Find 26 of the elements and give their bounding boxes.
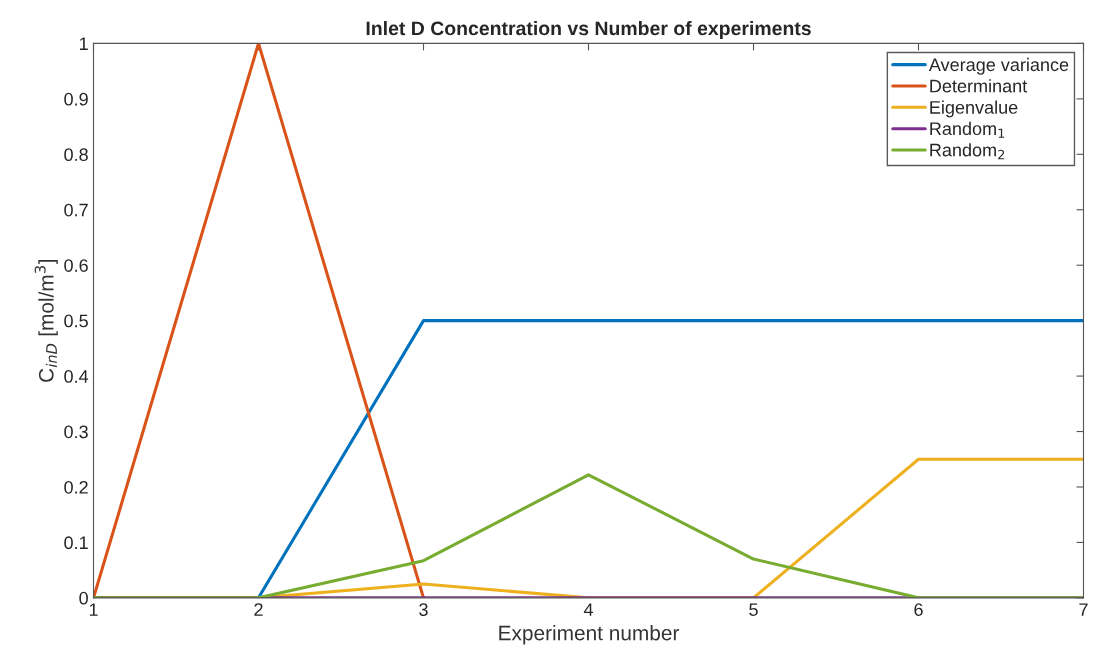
legend-label: Random$_{1}$ <box>930 121 1005 138</box>
legend-label: Eigenvalue <box>930 100 1018 118</box>
x-tick-label: 1 <box>89 603 98 616</box>
y-tick-label: 0.1 <box>64 536 88 550</box>
x-tick-label: 5 <box>749 603 758 616</box>
y-tick-label: 0.2 <box>64 480 88 494</box>
legend-label: Random$_{2}$ <box>930 143 1005 160</box>
y-tick-label: 0 <box>79 591 88 605</box>
legend-label: Average variance <box>928 57 1069 75</box>
x-tick-label: 6 <box>914 603 923 616</box>
x-tick-label: 3 <box>419 603 428 616</box>
y-tick-label: 0.7 <box>64 203 88 217</box>
legend-label: Determinant <box>930 79 1028 93</box>
y-tick-label: 0.3 <box>64 425 88 439</box>
y-tick-label: 0.4 <box>64 370 89 383</box>
x-axis-title: Experiment number <box>499 625 680 645</box>
y-tick-label: 1 <box>79 37 88 50</box>
x-tick-label: 4 <box>583 603 593 616</box>
x-tick-label: 2 <box>254 603 263 616</box>
chart-title: Inlet D Concentration vs Number of experiments <box>366 21 811 40</box>
x-tick-label: 7 <box>1079 603 1088 616</box>
y-tick-label: 0.9 <box>64 92 88 106</box>
y-axis-title: C$_{inD}$ [mol/m$^{3}$] <box>34 259 58 382</box>
y-tick-label: 0.8 <box>64 148 88 162</box>
y-tick-label: 0.6 <box>64 259 88 272</box>
y-tick-label: 0.5 <box>64 314 88 328</box>
